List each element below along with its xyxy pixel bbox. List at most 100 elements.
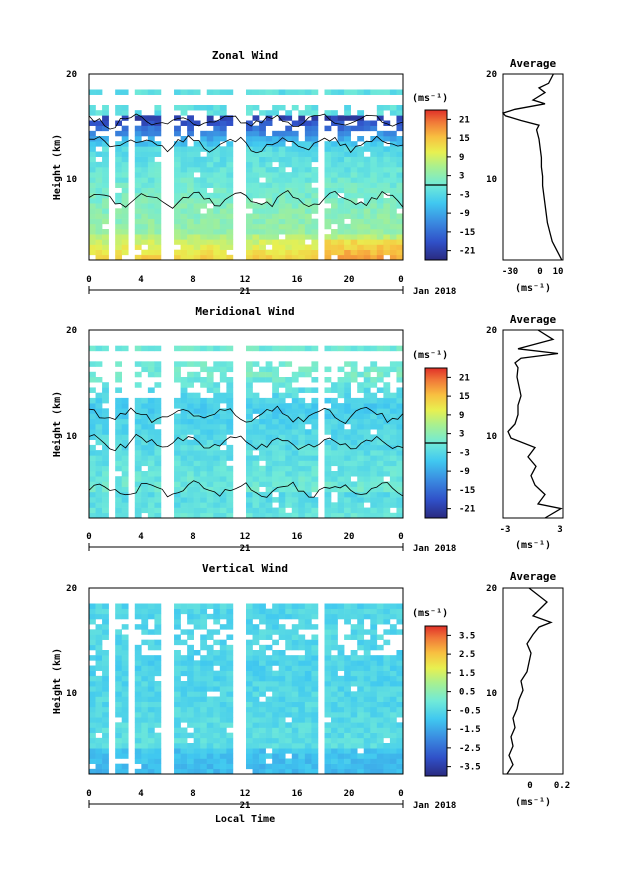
- heatmap-cell: [200, 167, 208, 173]
- heatmap-cell: [272, 639, 280, 646]
- heatmap-cell: [141, 249, 149, 256]
- heatmap-cell: [141, 418, 149, 425]
- y-axis-label: Height (km): [51, 648, 63, 714]
- heatmap-cell: [357, 603, 365, 609]
- heatmap-cell: [272, 681, 280, 687]
- heatmap-cell: [259, 743, 266, 749]
- heatmap-cell: [147, 345, 155, 352]
- heatmap-cell: [102, 691, 109, 697]
- heatmap-cell: [134, 223, 142, 230]
- heatmap-cell: [95, 120, 103, 126]
- heatmap-cell: [337, 229, 345, 235]
- heatmap-cell: [193, 198, 201, 204]
- heatmap-cell: [246, 397, 253, 404]
- heatmap-cell: [291, 392, 299, 399]
- heatmap-cell: [370, 634, 378, 640]
- heatmap-cell: [95, 691, 103, 697]
- heatmap-cell: [265, 223, 273, 230]
- heatmap-cell: [213, 686, 221, 692]
- heatmap-cell: [285, 481, 293, 487]
- heatmap-cell: [95, 177, 103, 183]
- heatmap-cell: [291, 491, 299, 498]
- heatmap-cell: [252, 758, 260, 764]
- heatmap-cell: [370, 763, 378, 770]
- heatmap-cell: [147, 748, 155, 754]
- heatmap-cell: [311, 105, 319, 111]
- heatmap-cell: [331, 418, 338, 425]
- heatmap-cell: [259, 753, 266, 759]
- heatmap-cell: [154, 644, 162, 651]
- heatmap-cell: [134, 413, 142, 420]
- heatmap-cell: [187, 439, 194, 446]
- heatmap-cell: [147, 476, 155, 482]
- heatmap-cell: [357, 497, 365, 503]
- heatmap-cell: [324, 502, 332, 508]
- heatmap-cell: [89, 203, 96, 209]
- heatmap-cell: [370, 249, 378, 256]
- heatmap-cell: [187, 502, 194, 508]
- heatmap-cell: [376, 187, 384, 194]
- heatmap-cell: [376, 737, 384, 744]
- heatmap-cell: [206, 377, 214, 383]
- heatmap-cell: [370, 198, 378, 204]
- heatmap-cell: [252, 203, 260, 209]
- heatmap-cell: [298, 156, 306, 163]
- heatmap-cell: [200, 644, 208, 651]
- heatmap-cell: [363, 382, 371, 388]
- heatmap-cell: [278, 156, 286, 163]
- heatmap-cell: [95, 239, 103, 245]
- heatmap-cell: [344, 429, 351, 435]
- heatmap-cell: [180, 727, 188, 733]
- heatmap-cell: [219, 644, 227, 651]
- heatmap-cell: [147, 629, 155, 635]
- heatmap-cell: [180, 392, 188, 399]
- heatmap-cell: [363, 665, 371, 671]
- heatmap-cell: [206, 141, 214, 147]
- colorbar: (ms⁻¹) 3.52.51.50.5-0.5-1.5-2.5-3.5: [412, 608, 481, 777]
- heatmap-cell: [331, 701, 338, 708]
- heatmap-cell: [252, 429, 260, 435]
- heatmap-cell: [134, 758, 142, 764]
- heatmap-cell: [193, 743, 201, 749]
- heatmap-cell: [370, 120, 378, 126]
- heatmap-cell: [350, 141, 358, 147]
- heatmap-cell: [102, 455, 109, 461]
- heatmap-cell: [187, 172, 194, 178]
- heatmap-cell: [102, 254, 109, 261]
- heatmap-cell: [331, 177, 338, 183]
- heatmap-cell: [331, 141, 338, 147]
- heatmap-cell: [226, 660, 234, 666]
- heatmap-cell: [357, 727, 365, 733]
- heatmap-cell: [219, 249, 227, 256]
- heatmap-cell: [285, 387, 293, 393]
- heatmap-cell: [187, 198, 194, 204]
- heatmap-cell: [219, 701, 227, 708]
- heatmap-cell: [311, 748, 319, 754]
- heatmap-cell: [180, 89, 188, 95]
- heatmap-cell: [389, 763, 397, 770]
- heatmap-cell: [278, 768, 286, 775]
- heatmap-cell: [304, 418, 312, 425]
- heatmap-cell: [193, 223, 201, 230]
- heatmap-cell: [278, 471, 286, 477]
- heatmap-cell: [370, 366, 378, 373]
- heatmap-cell: [370, 382, 378, 388]
- heatmap-cell: [193, 502, 201, 508]
- heatmap-cell: [154, 172, 162, 178]
- x-tick-label: 0: [398, 275, 403, 285]
- heatmap-cell: [89, 403, 96, 409]
- heatmap-cell: [389, 758, 397, 764]
- heatmap-cell: [115, 444, 123, 451]
- heatmap-cell: [389, 491, 397, 498]
- heatmap-cell: [272, 146, 280, 152]
- heatmap-cell: [219, 758, 227, 764]
- heatmap-cell: [344, 371, 351, 378]
- heatmap-cell: [95, 208, 103, 214]
- heatmap-cell: [121, 650, 129, 656]
- heatmap-cell: [95, 203, 103, 209]
- heatmap-cell: [121, 613, 129, 620]
- heatmap-cell: [121, 187, 129, 194]
- heatmap-cell: [206, 460, 214, 467]
- heatmap-cell: [219, 507, 227, 514]
- heatmap-cell: [246, 660, 253, 666]
